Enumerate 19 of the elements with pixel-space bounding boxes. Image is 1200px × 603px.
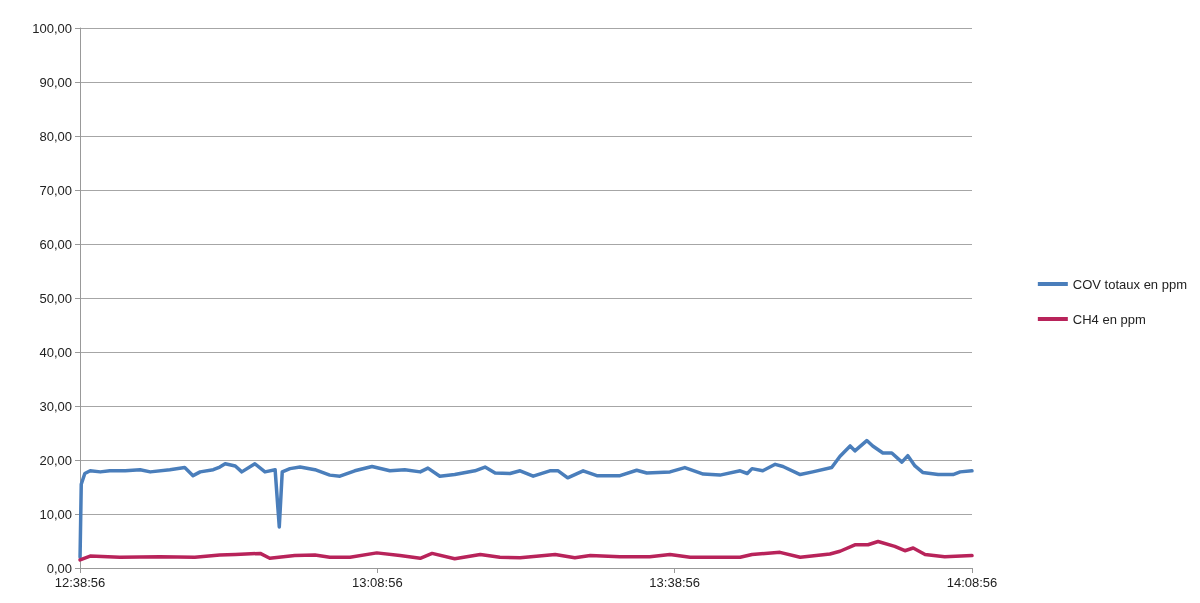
x-tick-label: 13:38:56 xyxy=(649,575,700,590)
y-tick-label: 100,00 xyxy=(32,20,72,36)
y-tick-label: 30,00 xyxy=(39,398,72,414)
y-tick-label: 90,00 xyxy=(39,74,72,90)
legend-label: COV totaux en ppm xyxy=(1072,276,1187,292)
y-tick-label: 0,00 xyxy=(46,560,72,576)
y-tick-label: 80,00 xyxy=(39,128,72,144)
y-tick-label: 40,00 xyxy=(39,344,72,360)
y-tick-label: 70,00 xyxy=(39,182,72,198)
y-tick-label: 50,00 xyxy=(39,290,72,306)
x-tick-label: 13:08:56 xyxy=(352,575,403,590)
line-series xyxy=(78,438,974,559)
y-tick-label: 10,00 xyxy=(39,506,72,522)
y-tick-label: 20,00 xyxy=(39,452,72,468)
y-tick-label: 60,00 xyxy=(39,236,72,252)
x-tick-label: 14:08:56 xyxy=(946,575,998,590)
line-series xyxy=(78,539,974,562)
x-tick-label: 12:38:56 xyxy=(54,575,106,590)
legend-label: CH4 en ppm xyxy=(1072,311,1146,327)
